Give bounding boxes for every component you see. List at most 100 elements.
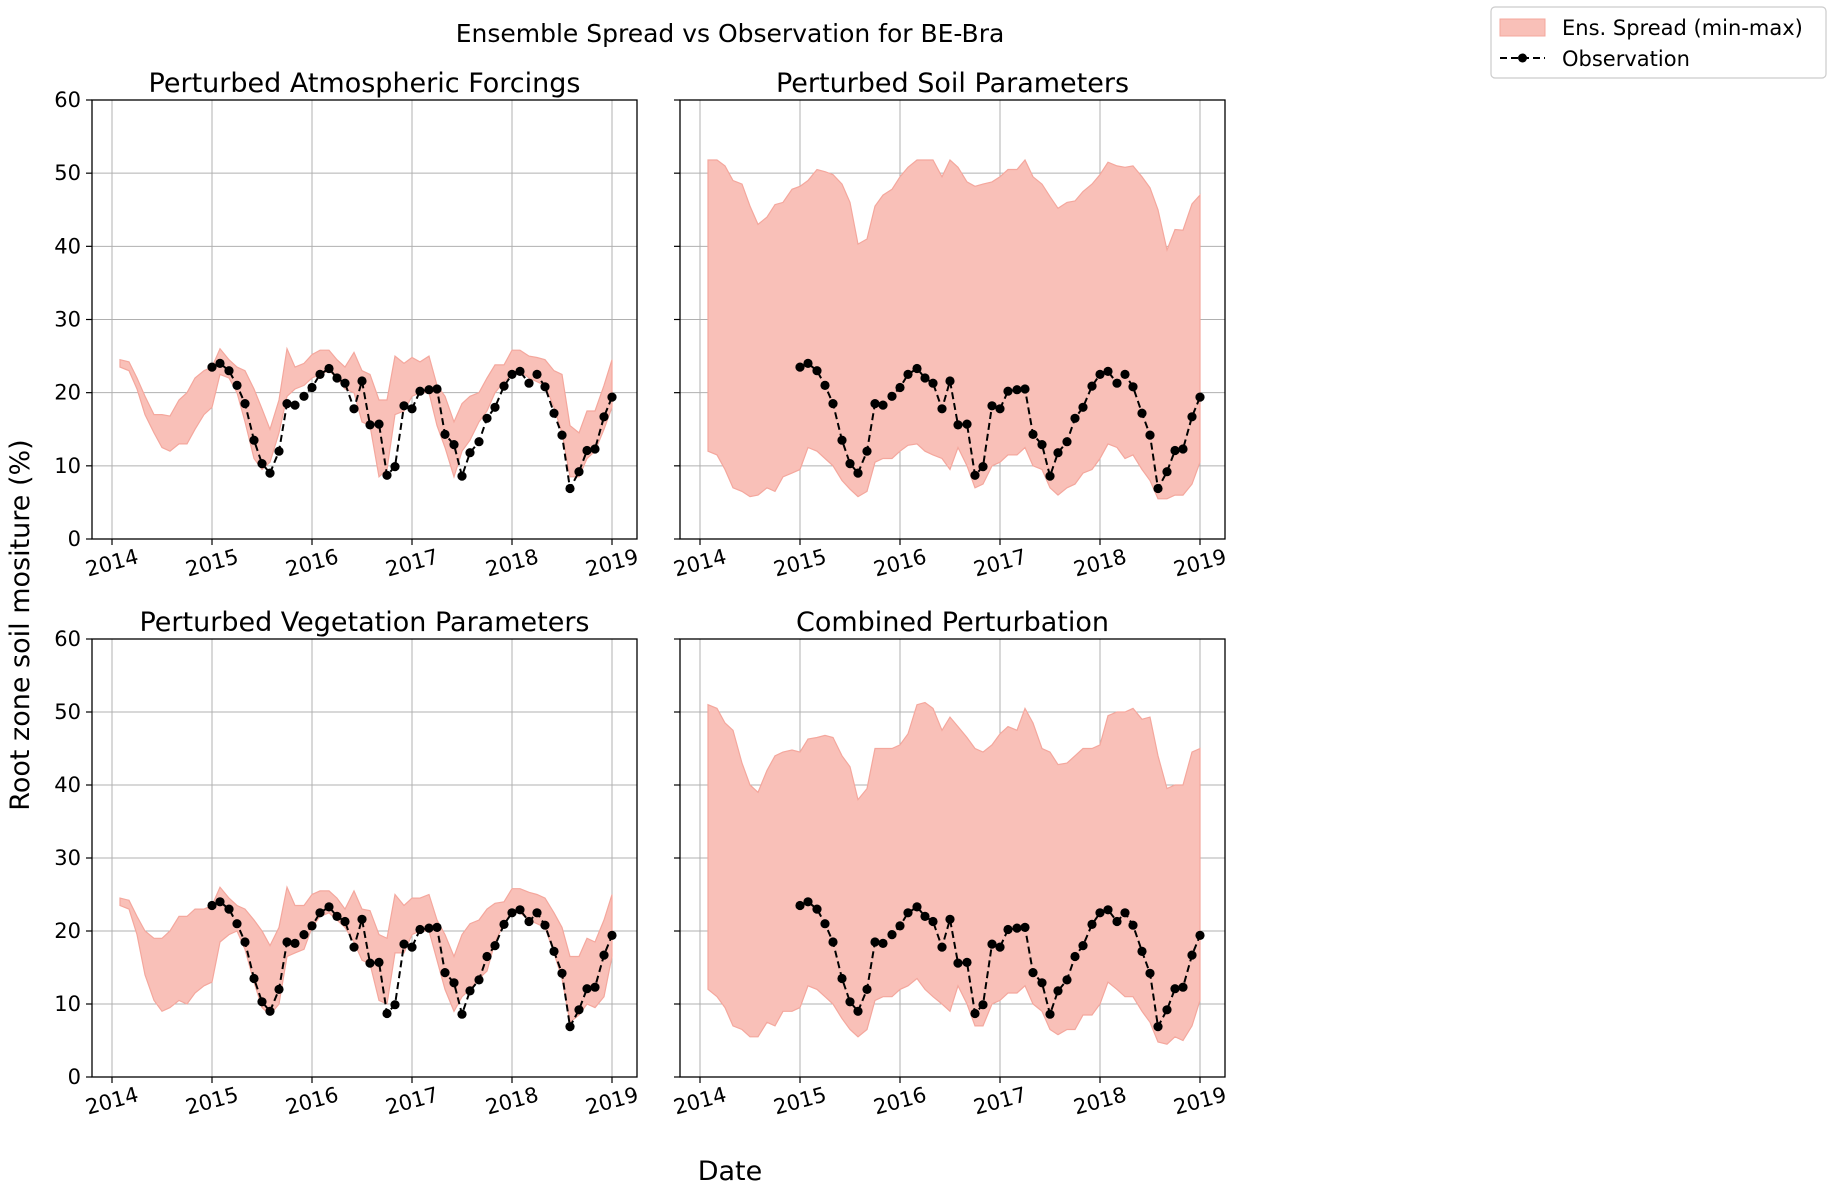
observation-point bbox=[224, 904, 234, 914]
observation-point bbox=[374, 957, 384, 968]
observation-point bbox=[928, 378, 938, 388]
observation-point bbox=[920, 911, 930, 922]
observation-point bbox=[282, 937, 292, 947]
observation-point bbox=[1012, 385, 1022, 395]
observation-point bbox=[1162, 467, 1172, 477]
observation-point bbox=[482, 951, 492, 962]
observation-point bbox=[540, 920, 550, 930]
observation-point bbox=[499, 381, 509, 391]
x-tick-label: 2015 bbox=[771, 544, 829, 581]
legend-swatch-spread bbox=[1499, 18, 1546, 37]
observation-point bbox=[315, 908, 325, 918]
observation-point bbox=[828, 399, 838, 409]
observation-point bbox=[357, 914, 367, 924]
observation-point bbox=[532, 908, 542, 918]
observation-point bbox=[1137, 408, 1147, 418]
observation-point bbox=[1078, 941, 1088, 951]
observation-point bbox=[887, 930, 897, 940]
observation-point bbox=[903, 369, 913, 379]
subplot-1: 2014 2015 2016 2017 2018 2019 0 10 20 30 40 50 60 Per… bbox=[54, 68, 641, 582]
y-tick-label: 20 bbox=[54, 919, 81, 943]
observation-point bbox=[207, 362, 217, 372]
y-tick-label: 40 bbox=[54, 234, 81, 258]
observation-point bbox=[290, 938, 300, 949]
observation-point bbox=[945, 914, 955, 924]
observation-point bbox=[862, 984, 872, 995]
subplot-title: Perturbed Soil Parameters bbox=[776, 68, 1129, 99]
observation-point bbox=[828, 937, 838, 947]
ensemble-spread-band bbox=[119, 346, 613, 479]
observation-point bbox=[432, 922, 442, 933]
observation-point bbox=[324, 363, 334, 374]
observation-point bbox=[232, 919, 242, 929]
observation-point bbox=[607, 392, 617, 402]
observation-point bbox=[878, 938, 888, 949]
observation-point bbox=[962, 957, 972, 968]
observation-point bbox=[1187, 950, 1197, 960]
x-tick-label: 2016 bbox=[283, 1082, 341, 1119]
observation-point bbox=[274, 446, 284, 456]
observation-point bbox=[215, 358, 225, 368]
observation-point bbox=[540, 382, 550, 392]
observation-point bbox=[332, 373, 342, 383]
observation-point bbox=[582, 984, 592, 994]
observation-point bbox=[590, 982, 600, 992]
observation-point bbox=[845, 459, 855, 469]
observation-point bbox=[465, 986, 475, 996]
x-tick-label: 2017 bbox=[971, 1082, 1029, 1119]
observation-point bbox=[1028, 429, 1038, 439]
observation-point bbox=[432, 384, 442, 394]
observation-point bbox=[1153, 1022, 1163, 1032]
observation-point bbox=[282, 399, 292, 409]
observation-point bbox=[374, 419, 384, 429]
observation-point bbox=[365, 420, 375, 430]
observation-point bbox=[515, 366, 525, 376]
observation-point bbox=[895, 921, 905, 931]
x-tick-label: 2014 bbox=[83, 544, 141, 581]
observation-point bbox=[499, 919, 509, 930]
observation-point bbox=[1095, 908, 1105, 918]
observation-point bbox=[215, 897, 225, 907]
x-tick-label: 2017 bbox=[383, 544, 441, 581]
x-tick-label: 2017 bbox=[383, 1082, 441, 1119]
observation-point bbox=[1145, 968, 1155, 978]
subplot-2: 2014 2015 2016 2017 2018 2019 Perturbed Soil P… bbox=[671, 68, 1229, 582]
observation-point bbox=[382, 1008, 392, 1019]
observation-point bbox=[307, 921, 317, 931]
observation-point bbox=[490, 941, 500, 951]
observation-point bbox=[265, 1006, 275, 1016]
y-tick-label: 30 bbox=[54, 846, 81, 870]
observation-point bbox=[249, 435, 259, 445]
ensemble-spread-band bbox=[119, 885, 613, 1024]
y-tick-label: 0 bbox=[68, 527, 81, 551]
x-tick-label: 2016 bbox=[871, 1082, 929, 1119]
observation-point bbox=[390, 462, 400, 472]
observation-point bbox=[415, 386, 425, 396]
observation-point bbox=[995, 404, 1005, 414]
y-tick-label: 50 bbox=[54, 700, 81, 724]
observation-point bbox=[599, 412, 609, 422]
observation-point bbox=[820, 919, 830, 929]
observation-point bbox=[1170, 445, 1180, 456]
observation-point bbox=[895, 382, 905, 393]
observation-point bbox=[978, 1000, 988, 1010]
y-tick-label: 40 bbox=[54, 773, 81, 797]
observation-point bbox=[524, 378, 534, 388]
observation-point bbox=[257, 997, 267, 1007]
y-tick-label: 60 bbox=[54, 627, 81, 651]
observation-point bbox=[953, 420, 963, 430]
subplot-3: 2014 2015 2016 2017 2018 2019 0 10 20 30 40 50 60 Per… bbox=[54, 607, 641, 1120]
observation-point bbox=[1020, 922, 1030, 933]
observation-point bbox=[557, 430, 567, 440]
observation-point bbox=[962, 419, 972, 429]
observation-point bbox=[1187, 412, 1197, 422]
observation-point bbox=[482, 413, 492, 423]
observation-point bbox=[582, 445, 592, 456]
observation-point bbox=[299, 391, 309, 401]
observation-point bbox=[1062, 975, 1072, 985]
observation-point bbox=[1087, 381, 1097, 391]
observation-point bbox=[1112, 916, 1122, 927]
observation-point bbox=[349, 942, 359, 952]
observation-point bbox=[415, 924, 425, 935]
x-tick-label: 2015 bbox=[771, 1082, 829, 1119]
